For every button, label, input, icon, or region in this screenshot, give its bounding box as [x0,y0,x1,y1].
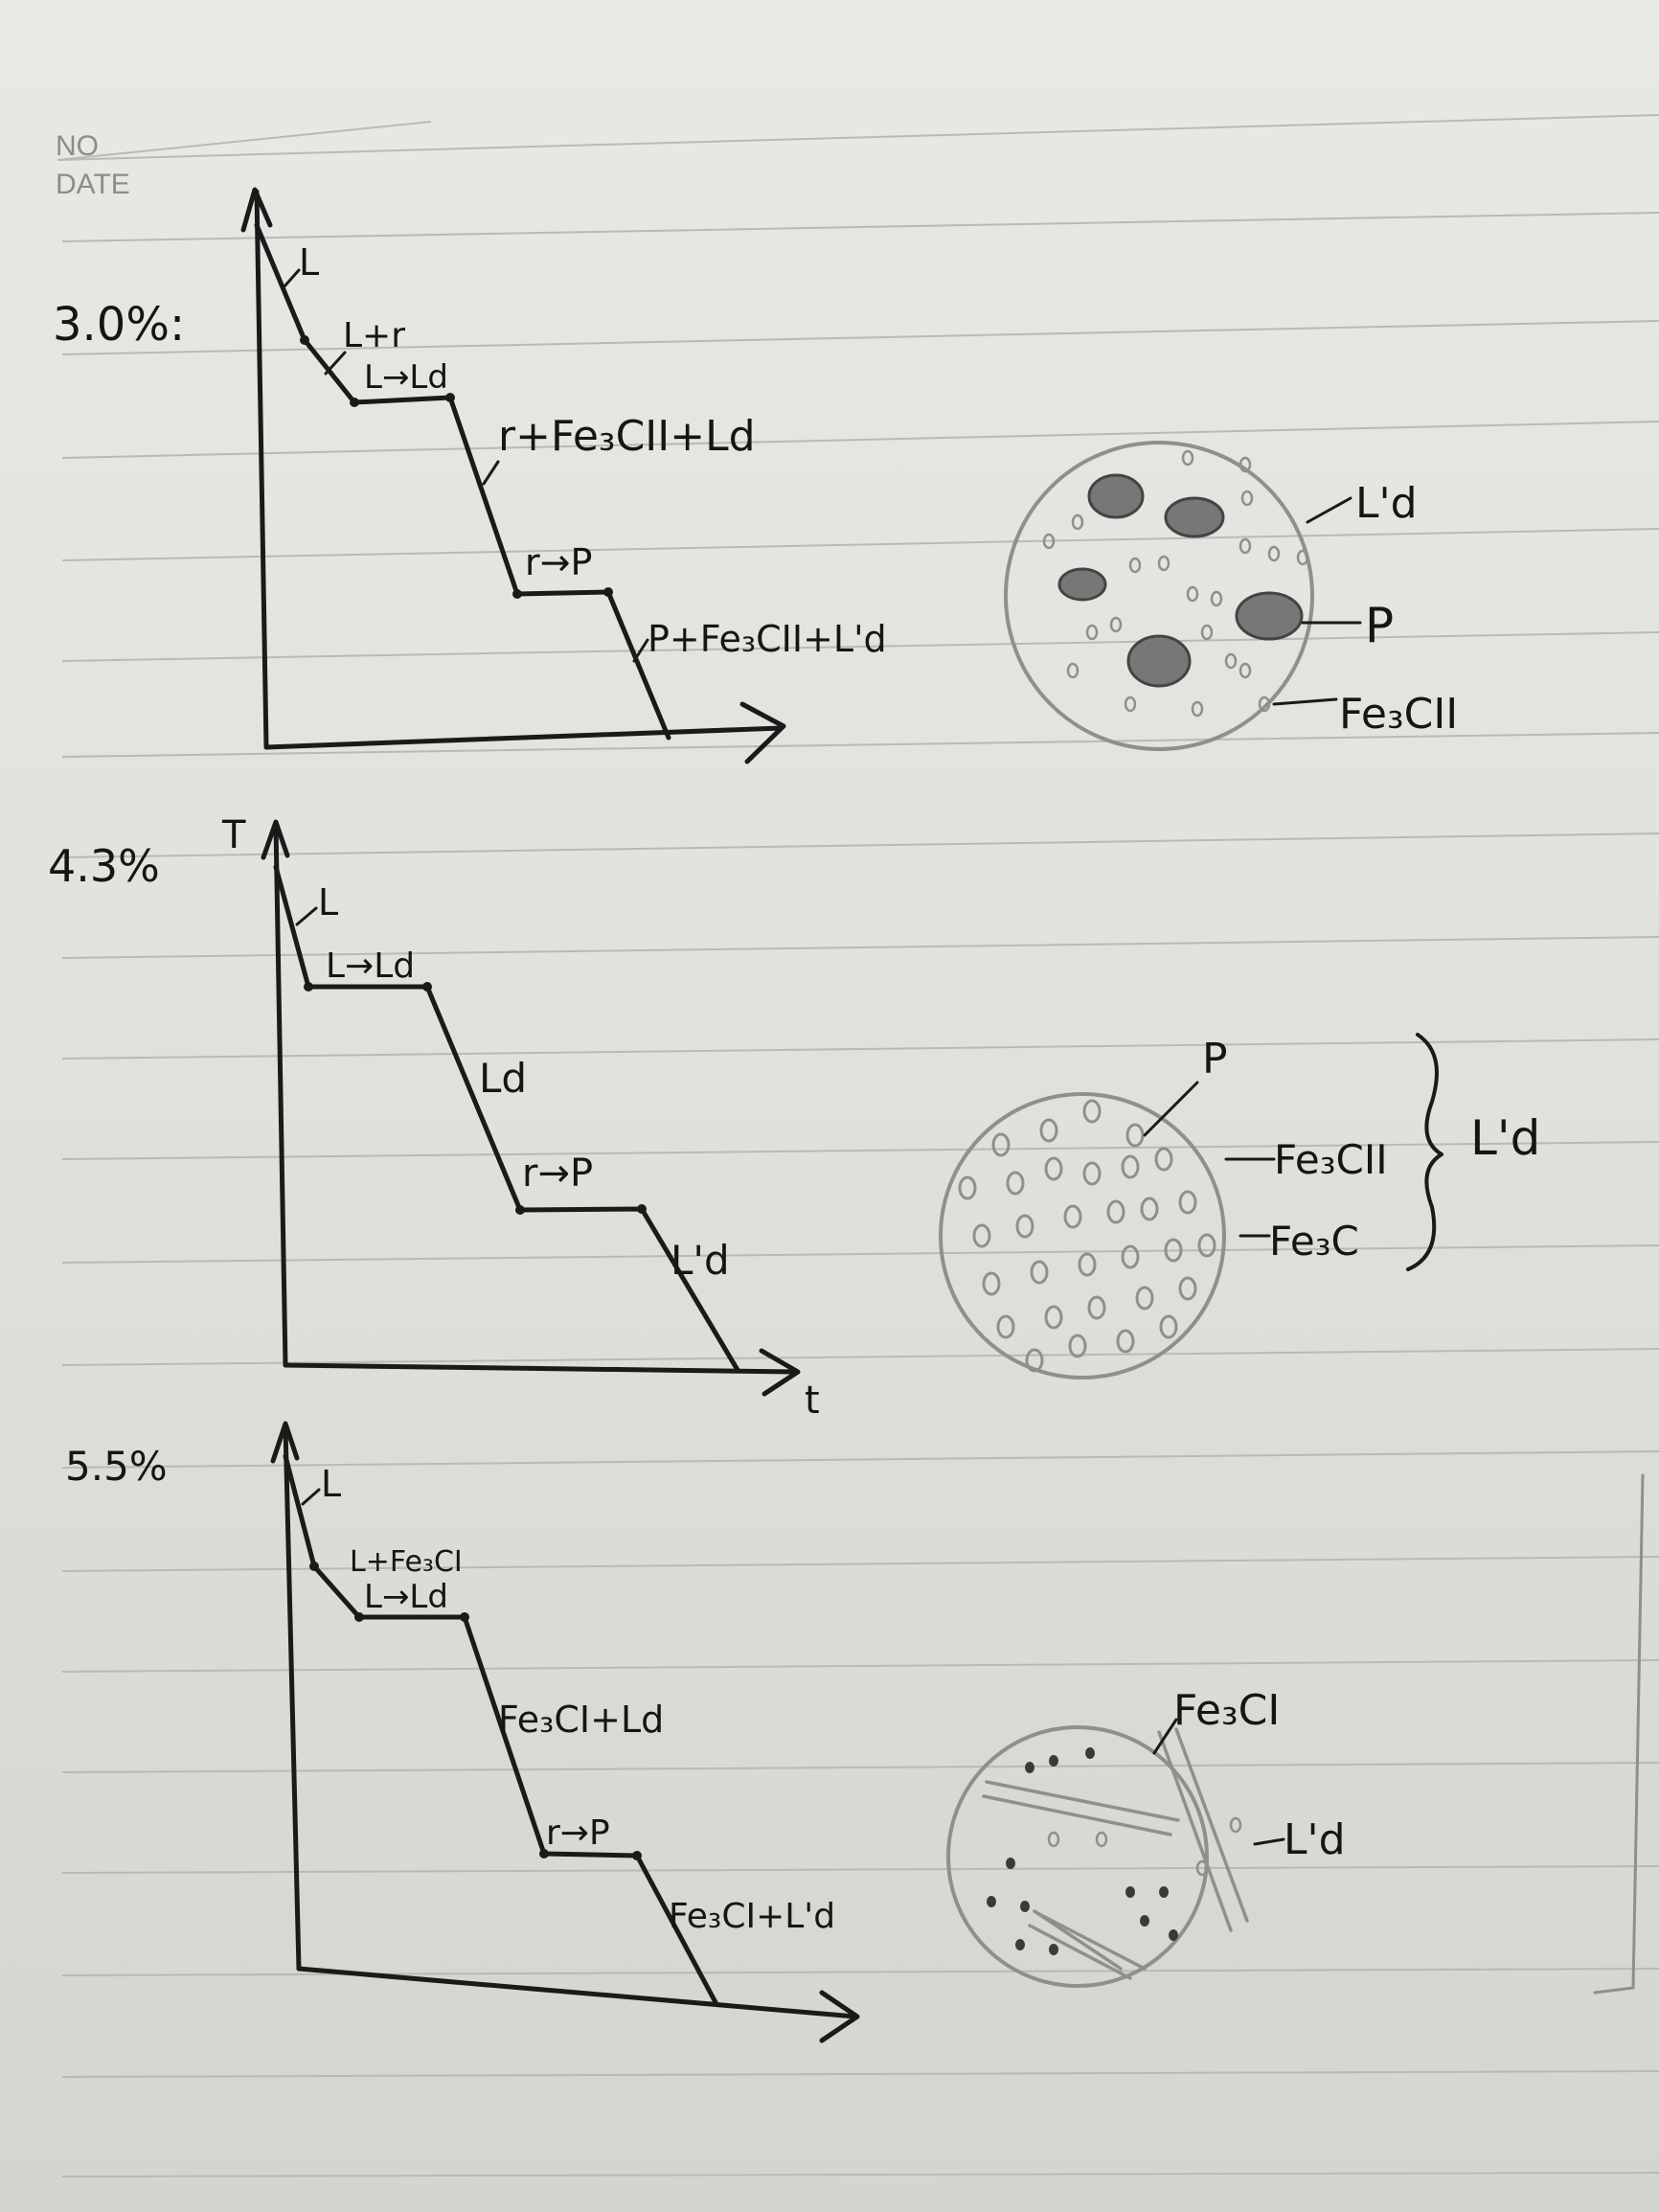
microstructure-5-5: Fe₃CI L'd [946,1686,1346,1988]
date-label: DATE [56,169,130,200]
label-Fe3CI-Ld: Fe₃CI+Ld [498,1699,664,1741]
label-L-to-Ld: L→Ld [326,946,415,986]
micro-label-Fe3CI: Fe₃CI [1173,1686,1280,1735]
x-axis-label: t [805,1379,820,1423]
micro-label-P: P [1202,1035,1228,1083]
label-Fe3CI-Ld-prime: Fe₃CI+L'd [669,1897,835,1936]
y-axis-label: T [221,813,246,857]
micro-label-Fe3C: Fe₃C [1269,1218,1359,1265]
ruled-lines [57,114,1659,2178]
label-L: L [318,881,338,924]
micro-label-Fe3CII: Fe₃CII [1339,690,1458,739]
label-r-Fe3CII-Ld: r+Fe₃CII+Ld [498,412,756,461]
label-r-to-P: r→P [525,541,592,583]
micro-label-Ld-prime: L'd [1284,1815,1346,1864]
label-P-Fe3CII-Ld-prime: P+Fe₃CII+L'd [648,618,887,660]
label-r-to-P: r→P [522,1152,593,1196]
label-L-plus-r: L+r [343,316,405,355]
composition-label: 5.5% [65,1443,168,1490]
microstructure-3-0: L'd P Fe₃CII [1004,441,1458,751]
micro-label-Ld-prime: L'd [1470,1110,1540,1166]
micro-label-Fe3CII: Fe₃CII [1274,1136,1388,1183]
label-L: L [321,1463,341,1505]
cooling-curve-3-0: 3.0%: L L+r L→Ld r+Fe₃CII+Ld r→P P+Fe₃CI… [53,187,887,764]
micro-label-P: P [1365,598,1394,653]
microstructure-4-3: P Fe₃CII Fe₃C L'd [939,1033,1540,1380]
label-Ld: Ld [479,1055,527,1102]
label-r-to-P: r→P [546,1813,610,1853]
composition-label: 3.0%: [53,298,185,352]
cooling-curve-4-3: 4.3% T t L L→Ld Ld r→P L'd [48,813,820,1423]
label-Ld-prime: L'd [670,1237,730,1284]
label-L-to-Ld: L→Ld [364,358,448,397]
label-L-to-Ld: L→Ld [364,1578,448,1616]
no-label: NO [56,130,99,162]
cooling-curve-5-5: 5.5% L L+Fe₃CI L→Ld Fe₃CI+Ld r→P Fe₃CI+L… [65,1421,860,2043]
composition-label: 4.3% [48,840,160,892]
label-L: L [299,241,319,284]
micro-label-Ld-prime: L'd [1355,479,1418,528]
label-L-Fe3CI: L+Fe₃CI [350,1545,463,1579]
